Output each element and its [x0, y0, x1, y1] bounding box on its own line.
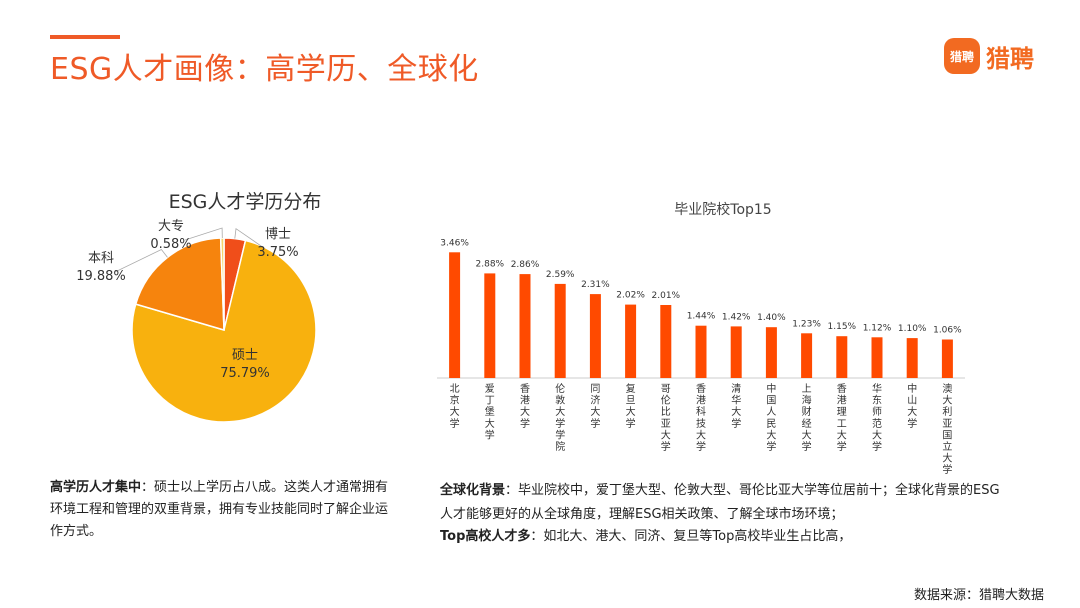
left-note-heading: 高学历人才集中 — [50, 480, 142, 495]
bar-5 — [625, 304, 637, 378]
bar-category-label-0: 北京大学 — [450, 383, 460, 430]
pie-leader-line-0 — [234, 227, 265, 249]
bar-category-label-4: 同济大学 — [590, 383, 600, 430]
pie-value-2: 19.88% — [76, 269, 126, 284]
bar-12 — [871, 337, 883, 378]
liepin-logo: 猎聘 猎聘 — [944, 38, 1034, 74]
logo-mark-icon: 猎聘 — [944, 38, 980, 74]
bar-value-label-14: 1.06% — [933, 326, 962, 336]
bar-2 — [519, 274, 531, 378]
bars — [449, 252, 953, 378]
bar-value-label-7: 1.44% — [687, 312, 716, 322]
bar-0 — [449, 252, 461, 378]
right-note-1: 全球化背景：毕业院校中，爱丁堡大型、伦敦大型、哥伦比亚大学等位居前十；全球化背景… — [440, 479, 1010, 527]
pie-slice-1 — [131, 239, 317, 423]
bar-value-label-0: 3.46% — [440, 238, 469, 248]
bar-category-label-2: 香港大学 — [520, 383, 530, 430]
pie-label-0: 博士 — [265, 227, 291, 242]
pie-label-2: 本科 — [88, 251, 114, 266]
bar-value-label-5: 2.02% — [616, 291, 645, 301]
bar-value-label-8: 1.42% — [722, 312, 751, 322]
bar-3 — [554, 283, 566, 378]
right-note-2-heading: Top高校人才多 — [440, 529, 531, 544]
bar-value-label-13: 1.10% — [898, 324, 927, 334]
pie-leader-line-3 — [184, 227, 223, 241]
bar-4 — [589, 294, 601, 378]
bar-1 — [484, 273, 496, 378]
bar-category-label-1: 爱丁堡大学 — [485, 382, 495, 441]
bar-value-label-12: 1.12% — [863, 323, 892, 333]
right-note-1-text: ：毕业院校中，爱丁堡大型、伦敦大型、哥伦比亚大学等位居前十；全球化背景的ESG人… — [440, 483, 1000, 522]
pie-chart-title: ESG人才学历分布 — [169, 191, 322, 213]
bar-6 — [660, 305, 672, 378]
bar-10 — [801, 333, 813, 378]
pie-slices — [131, 237, 317, 423]
bar-value-labels: 3.46% 2.88% 2.86% 2.59% 2.31% 2.02% 2.01% 1.44%… — [440, 238, 962, 335]
bar-chart-title: 毕业院校Top15 — [674, 201, 771, 218]
bar-value-label-9: 1.40% — [757, 313, 786, 323]
bar-value-label-2: 2.86% — [511, 260, 540, 270]
pie-label-1: 硕士 — [232, 348, 258, 363]
pie-value-0: 3.75% — [257, 245, 298, 260]
bar-14 — [941, 339, 953, 378]
pie-slice-3 — [219, 237, 225, 331]
bar-category-label-3: 伦敦大学学院 — [555, 382, 565, 453]
bar-8 — [730, 326, 742, 378]
right-note-2-text: ：如北大、港大、同济、复旦等Top高校毕业生占比高， — [530, 529, 852, 544]
bar-category-label-11: 香港理工大学 — [837, 383, 847, 453]
bar-category-label-10: 上海财经大学 — [802, 383, 812, 453]
bar-category-label-14: 澳大利亚国立大学 — [942, 382, 952, 476]
bar-category-label-12: 华东师范大学 — [872, 382, 882, 453]
bar-category-label-5: 复旦大学 — [626, 382, 636, 430]
bar-13 — [906, 338, 918, 378]
bar-value-label-6: 2.01% — [652, 291, 681, 301]
bar-category-label-9: 中国人民大学 — [766, 382, 776, 453]
left-note-text: ：硕士以上学历占八成。这类人才通常拥有环境工程和管理的双重背景，拥有专业技能同时… — [50, 480, 389, 539]
bar-category-label-6: 哥伦比亚大学 — [661, 383, 671, 453]
pie-labels: 博士 3.75% 硕士 75.79% 本科 19.88% 大专 0.58% — [76, 219, 298, 381]
bar-7 — [695, 325, 707, 378]
bar-11 — [836, 336, 848, 378]
bar-value-label-4: 2.31% — [581, 280, 610, 290]
bar-category-labels: 北京大学 爱丁堡大学 香港大学 伦敦大学学院 同济大学 复旦大学 哥伦比亚大学 香港科技大学 清… — [450, 382, 953, 476]
data-source: 数据来源：猎聘大数据 — [913, 588, 1044, 603]
pie-slice-2 — [134, 237, 225, 332]
bar-value-label-11: 1.15% — [828, 322, 857, 332]
logo-text: 猎聘 — [986, 44, 1034, 73]
bar-value-label-1: 2.88% — [476, 259, 505, 269]
pie-label-3: 大专 — [158, 219, 184, 234]
title-accent-bar — [50, 35, 120, 39]
right-note-1-heading: 全球化背景 — [440, 483, 506, 498]
bar-category-label-13: 中山大学 — [907, 382, 917, 430]
left-note: 高学历人才集中：硕士以上学历占八成。这类人才通常拥有环境工程和管理的双重背景，拥… — [50, 477, 395, 543]
pie-leader-line-2 — [114, 248, 168, 273]
bar-value-label-10: 1.23% — [792, 319, 821, 329]
bar-category-label-7: 香港科技大学 — [696, 383, 706, 453]
bar-value-label-3: 2.59% — [546, 270, 575, 280]
bar-category-label-8: 清华大学 — [731, 382, 741, 430]
pie-value-3: 0.58% — [150, 237, 191, 252]
bar-9 — [765, 327, 777, 378]
right-note-2: Top高校人才多：如北大、港大、同济、复旦等Top高校毕业生占比高， — [440, 526, 1010, 548]
page-title: ESG人才画像：高学历、全球化 — [50, 52, 479, 87]
pie-value-1: 75.79% — [220, 366, 270, 381]
